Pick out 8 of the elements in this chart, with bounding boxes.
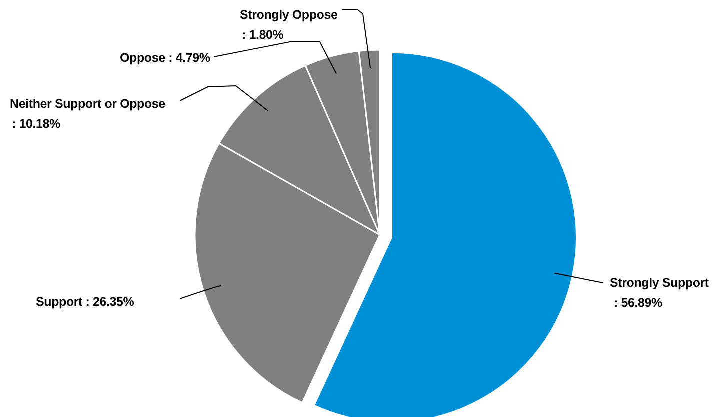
data-label: : 56.89% [614, 296, 663, 310]
slice-label: Oppose : 4.79% [120, 51, 210, 65]
data-label: : 10.18% [12, 117, 61, 131]
slice-label: Support : 26.35% [36, 295, 134, 309]
data-label: : 1.80% [242, 28, 284, 42]
slice-label: Neither Support or Oppose [10, 97, 166, 111]
slice-label: Strongly Oppose [240, 8, 338, 22]
slice-label: Strongly Support [610, 276, 710, 290]
